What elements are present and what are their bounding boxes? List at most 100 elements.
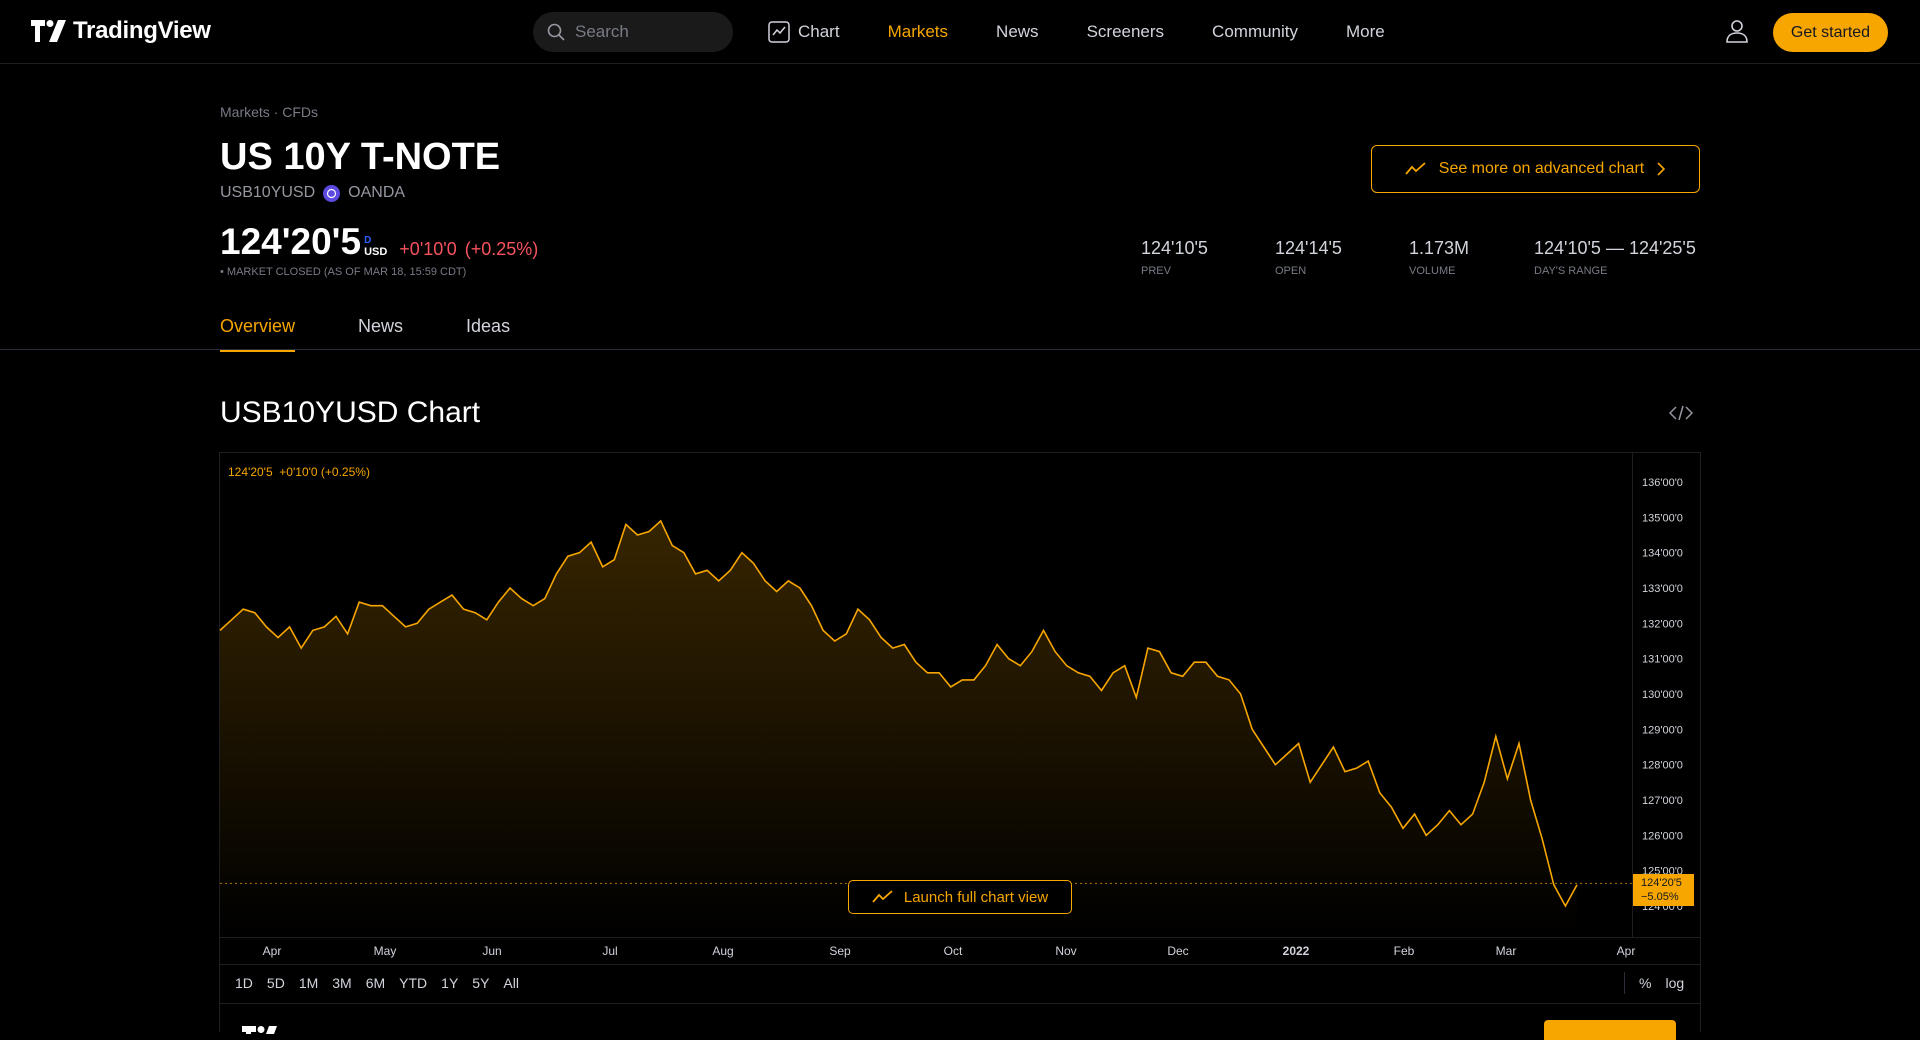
promo-button[interactable] (1544, 1020, 1676, 1040)
range-ytd[interactable]: YTD (399, 975, 428, 991)
x-tick-label: Mar (1496, 944, 1517, 958)
chart-icon (768, 21, 790, 43)
x-tick-label: Apr (1617, 944, 1636, 958)
broker-icon (323, 184, 341, 202)
x-tick-label: 2022 (1283, 944, 1310, 958)
last-price-tag-value: 124'20'5 (1641, 877, 1682, 889)
main-nav: Chart Markets News Screeners Community M… (768, 0, 1433, 64)
tab-overview[interactable]: Overview (220, 316, 296, 352)
tabs-divider (0, 349, 1920, 350)
market-status: • MARKET CLOSED (AS OF MAR 18, 15:59 CDT… (220, 266, 467, 278)
stat-prev: 124'10'5 PREV (1141, 238, 1208, 277)
page-tabs: Overview News Ideas (220, 316, 510, 352)
page-title: US 10Y T-NOTE (220, 136, 501, 178)
range-5d[interactable]: 5D (266, 975, 285, 991)
advanced-chart-button[interactable]: See more on advanced chart (1371, 145, 1700, 193)
trend-icon (1405, 162, 1426, 175)
search-icon (547, 23, 565, 41)
x-tick-label: May (374, 944, 397, 958)
range-1y[interactable]: 1Y (441, 975, 459, 991)
tab-news[interactable]: News (358, 316, 404, 336)
stat-day-range-label: DAY'S RANGE (1534, 265, 1608, 277)
search-box[interactable] (533, 12, 733, 52)
price-change-percent: (+0.25%) (464, 239, 539, 259)
stat-volume-label: VOLUME (1409, 265, 1456, 277)
y-tick-label: 136'00'0 (1642, 477, 1683, 489)
y-tick-label: 128'00'0 (1642, 760, 1683, 772)
nav-community[interactable]: Community (1212, 22, 1299, 41)
user-icon[interactable] (1724, 18, 1750, 44)
time-scale-divider (220, 937, 1700, 938)
range-6m[interactable]: 6M (365, 975, 386, 991)
x-tick-label: Aug (712, 944, 733, 958)
nav-chart-label: Chart (798, 22, 840, 41)
range-5y[interactable]: 5Y (472, 975, 490, 991)
price-change: +0'10'0 (399, 239, 457, 259)
nav-chart[interactable]: Chart (768, 21, 840, 43)
price-row: 124'20'5 D USD +0'10'0 (+0.25%) (220, 222, 538, 262)
x-tick-label: Dec (1167, 944, 1188, 958)
nav-screeners[interactable]: Screeners (1086, 22, 1165, 41)
nav-markets[interactable]: Markets (887, 22, 949, 41)
get-started-button[interactable]: Get started (1773, 13, 1888, 52)
range-bar-divider (220, 964, 1700, 965)
chevron-right-icon (1657, 162, 1666, 176)
x-tick-label: Nov (1055, 944, 1076, 958)
launch-full-chart-button[interactable]: Launch full chart view (848, 880, 1072, 914)
tradingview-logo-icon (242, 1026, 277, 1034)
legend-price: 124'20'5 (228, 465, 273, 479)
legend-change: +0'10'0 (+0.25%) (279, 465, 370, 479)
stat-open-label: OPEN (1275, 265, 1307, 277)
range-3m[interactable]: 3M (332, 975, 352, 991)
breadcrumb[interactable]: Markets · CFDs (220, 104, 318, 120)
stat-prev-label: PREV (1141, 265, 1171, 277)
stat-day-range: 124'10'5 — 124'25'5 DAY'S RANGE (1534, 238, 1696, 277)
scale-options-divider (1624, 972, 1625, 994)
trend-icon (872, 890, 893, 903)
tradingview-logo[interactable]: TradingView (31, 17, 211, 45)
range-bar-bottom-divider (220, 1003, 1700, 1004)
tradingview-logo-icon (31, 20, 66, 42)
log-scale-toggle[interactable]: log (1665, 975, 1685, 991)
percent-scale-toggle[interactable]: % (1639, 975, 1652, 991)
x-tick-label: Oct (944, 944, 963, 958)
nav-more[interactable]: More (1346, 22, 1385, 41)
price-scale-divider (1632, 453, 1633, 937)
y-tick-label: 131'00'0 (1642, 654, 1683, 666)
tab-ideas[interactable]: Ideas (466, 316, 511, 336)
nav-news[interactable]: News (996, 22, 1039, 41)
stat-volume-value: 1.173M (1409, 238, 1470, 258)
last-price: 124'20'5 (220, 221, 362, 262)
embed-code-icon[interactable] (1669, 405, 1693, 421)
range-1m[interactable]: 1M (298, 975, 319, 991)
price-area-fill (220, 520, 1577, 936)
symbol-subtitle: USB10YUSD OANDA (220, 184, 405, 202)
range-all[interactable]: All (503, 975, 519, 991)
stat-open-value: 124'14'5 (1275, 238, 1342, 258)
logo-text: TradingView (73, 17, 211, 44)
y-tick-label: 129'00'0 (1642, 724, 1683, 736)
chart-title: USB10YUSD Chart (220, 396, 481, 429)
y-tick-label: 134'00'0 (1642, 548, 1683, 560)
broker-name[interactable]: OANDA (348, 184, 406, 201)
top-bar: TradingView Chart Markets News Screeners… (0, 0, 1920, 64)
x-tick-label: Sep (829, 944, 851, 958)
advanced-chart-label: See more on advanced chart (1438, 160, 1645, 177)
search-input[interactable] (575, 22, 715, 42)
x-tick-label: Jul (602, 944, 617, 958)
chart-legend: 124'20'5 +0'10'0 (+0.25%) (228, 465, 370, 479)
price-unit: D USD (364, 235, 387, 258)
stat-day-range-value: 124'10'5 — 124'25'5 (1534, 238, 1696, 258)
x-tick-label: Feb (1394, 944, 1415, 958)
chart-container[interactable] (219, 452, 1701, 1032)
price-line (219, 519, 1578, 908)
x-tick-label: Jun (482, 944, 501, 958)
scale-options: % log (1624, 972, 1685, 994)
currency: USD (364, 246, 388, 258)
x-tick-label: Apr (263, 944, 282, 958)
range-selector: 1D 5D 1M 3M 6M YTD 1Y 5Y All (235, 975, 519, 991)
range-1d[interactable]: 1D (235, 975, 253, 991)
stat-open: 124'14'5 OPEN (1275, 238, 1342, 277)
last-price-tag: 124'20'5 −5.05% (1633, 874, 1694, 906)
stat-volume: 1.173M VOLUME (1409, 238, 1469, 277)
